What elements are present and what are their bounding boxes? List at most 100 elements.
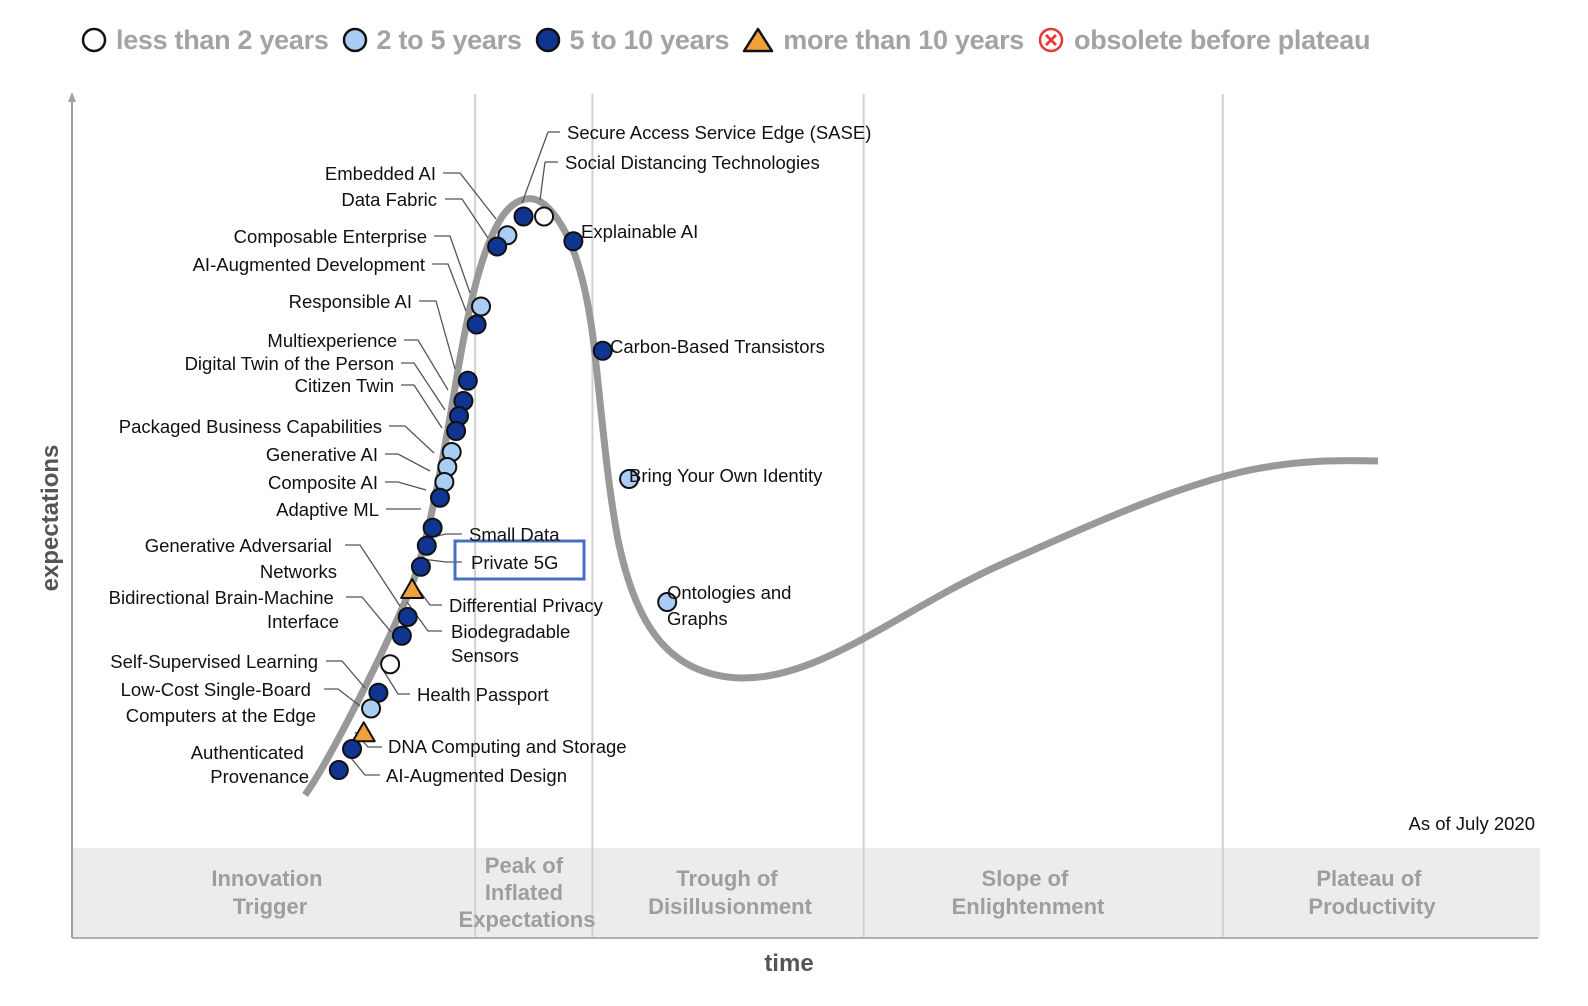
white-circle-icon (81, 27, 107, 53)
label-low-cost-single-board-computers: Low-Cost Single-Board Computers at the E… (121, 679, 316, 726)
marker-responsible-ai (457, 370, 478, 391)
leader-pbc (389, 425, 435, 454)
leader-ssl (326, 660, 366, 689)
legend-label: 5 to 10 years (569, 24, 730, 55)
marker-carbon-based-transistors (592, 340, 613, 361)
label-private-5g: Private 5G (471, 552, 558, 573)
label-line: Ontologies and (667, 582, 791, 603)
label-line: Computers at the Edge (126, 705, 316, 726)
marker-low-cost-single-board-computers-at-the-edge (361, 698, 382, 719)
label-responsible-ai: Responsible AI (289, 291, 412, 312)
phase-labels: Innovation Trigger Peak of Inflated Expe… (211, 853, 1436, 932)
marker-health-passport (380, 654, 401, 675)
label-packaged-business-capabilities: Packaged Business Capabilities (119, 416, 382, 437)
legend-item-2-to-5-years: 2 to 5 years (341, 25, 522, 56)
label-ai-augmented-design: AI-Augmented Design (386, 765, 567, 786)
label-citizen-twin: Citizen Twin (295, 375, 394, 396)
orange-triangle-icon (743, 27, 774, 53)
phase-band (72, 848, 1540, 938)
leader-genai (385, 453, 431, 472)
marker-dna-computing-and-storage (351, 721, 376, 743)
y-axis-label: expectations (37, 445, 64, 592)
label-social-distancing: Social Distancing Technologies (565, 152, 820, 173)
phase-innovation-trigger: Innovation Trigger (211, 866, 328, 919)
leader-citizen (401, 384, 443, 429)
legend-item-more-than-10-years: more than 10 years (741, 25, 1024, 56)
leader-responsible (419, 300, 456, 370)
leader-embedded (443, 172, 497, 220)
phase-line: Trough of (676, 866, 778, 891)
leader-fabric (445, 198, 489, 239)
leader-gan (345, 544, 401, 607)
label-line: Biodegradable (451, 621, 570, 642)
marker-differential-privacy (410, 556, 431, 577)
marker-bidirectional-brain-machine-interface (391, 625, 412, 646)
label-ontologies-and-graphs: Ontologies and Graphs (667, 582, 797, 629)
label-carbon-based-transistors: Carbon-Based Transistors (610, 336, 825, 357)
legend-label: obsolete before plateau (1074, 24, 1371, 55)
phase-line: Productivity (1308, 894, 1436, 919)
legend-label: less than 2 years (116, 24, 329, 55)
hype-curve (302, 195, 1379, 798)
marker-ai-augmented-design (342, 739, 363, 759)
phase-line: Innovation (211, 866, 322, 891)
phase-line: Enlightenment (952, 894, 1105, 919)
label-embedded-ai: Embedded AI (325, 163, 436, 184)
marker-data-fabric (487, 236, 508, 257)
leader-dtperson (401, 362, 446, 411)
phase-line: Slope of (982, 866, 1069, 891)
leader-aidesign (345, 751, 380, 776)
phase-peak: Peak of Inflated Expectations (459, 853, 596, 932)
label-composable-enterprise: Composable Enterprise (234, 226, 427, 247)
label-differential-privacy: Differential Privacy (449, 595, 604, 616)
label-line: Authenticated (191, 742, 304, 763)
leader-bbmi (346, 596, 392, 633)
label-line: Low-Cost Single-Board (121, 679, 311, 700)
light-blue-circle-icon (342, 27, 367, 53)
marker-adaptive-ml (429, 487, 450, 508)
x-axis-label: time (764, 950, 813, 977)
leader-lcsb (324, 688, 361, 707)
label-sase: Secure Access Service Edge (SASE) (567, 122, 871, 143)
leader-sase (521, 131, 549, 204)
leader-social (539, 161, 546, 201)
legend-label: more than 10 years (783, 24, 1024, 55)
highlight-box-private-5g (453, 539, 586, 581)
label-biodegradable-sensors: Biodegradable Sensors (451, 621, 575, 666)
label-bidirectional-brain-machine-interface: Bidirectional Brain-Machine Interface (109, 587, 339, 632)
label-line: Networks (260, 561, 337, 582)
leader-health (382, 669, 410, 695)
legend-item-5-to-10-years: 5 to 10 years (534, 25, 730, 56)
label-line: Graphs (667, 608, 728, 629)
label-authenticated-provenance: Authenticated Provenance (191, 742, 309, 787)
label-explainable-ai: Explainable AI (581, 221, 698, 242)
legend-item-less-than-2-years: less than 2 years (80, 25, 329, 56)
marker-private-5g (416, 535, 437, 556)
marker-citizen-twin (446, 421, 467, 441)
label-line: Interface (267, 611, 339, 632)
leader-composite (385, 481, 427, 491)
label-ai-augmented-development: AI-Augmented Development (193, 254, 425, 275)
dark-blue-circle-icon (535, 27, 560, 53)
marker-secure-access-service-edge-sase (513, 206, 534, 227)
marker-generative-adversarial-networks (397, 607, 418, 627)
obsolete-x-circle-icon (1038, 27, 1064, 53)
label-self-supervised-learning: Self-Supervised Learning (110, 651, 318, 672)
label-composite-ai: Composite AI (268, 472, 378, 493)
marker-composable-enterprise (471, 296, 492, 317)
label-line: Generative Adversarial (145, 535, 332, 556)
label-health-passport: Health Passport (417, 684, 549, 705)
phase-trough: Trough of Disillusionment (648, 866, 812, 919)
label-line: Provenance (210, 766, 309, 787)
phase-line: Plateau of (1316, 866, 1422, 891)
leader-multiexp (404, 339, 449, 391)
leader-lines (324, 131, 560, 776)
phase-line: Disillusionment (648, 894, 812, 919)
phase-line: Trigger (233, 894, 308, 919)
phase-line: Peak of (485, 853, 564, 878)
marker-social-distancing-technologies (534, 206, 555, 227)
phase-dividers (474, 94, 1224, 938)
legend-label: 2 to 5 years (376, 24, 522, 55)
leader-aidev (432, 263, 467, 312)
